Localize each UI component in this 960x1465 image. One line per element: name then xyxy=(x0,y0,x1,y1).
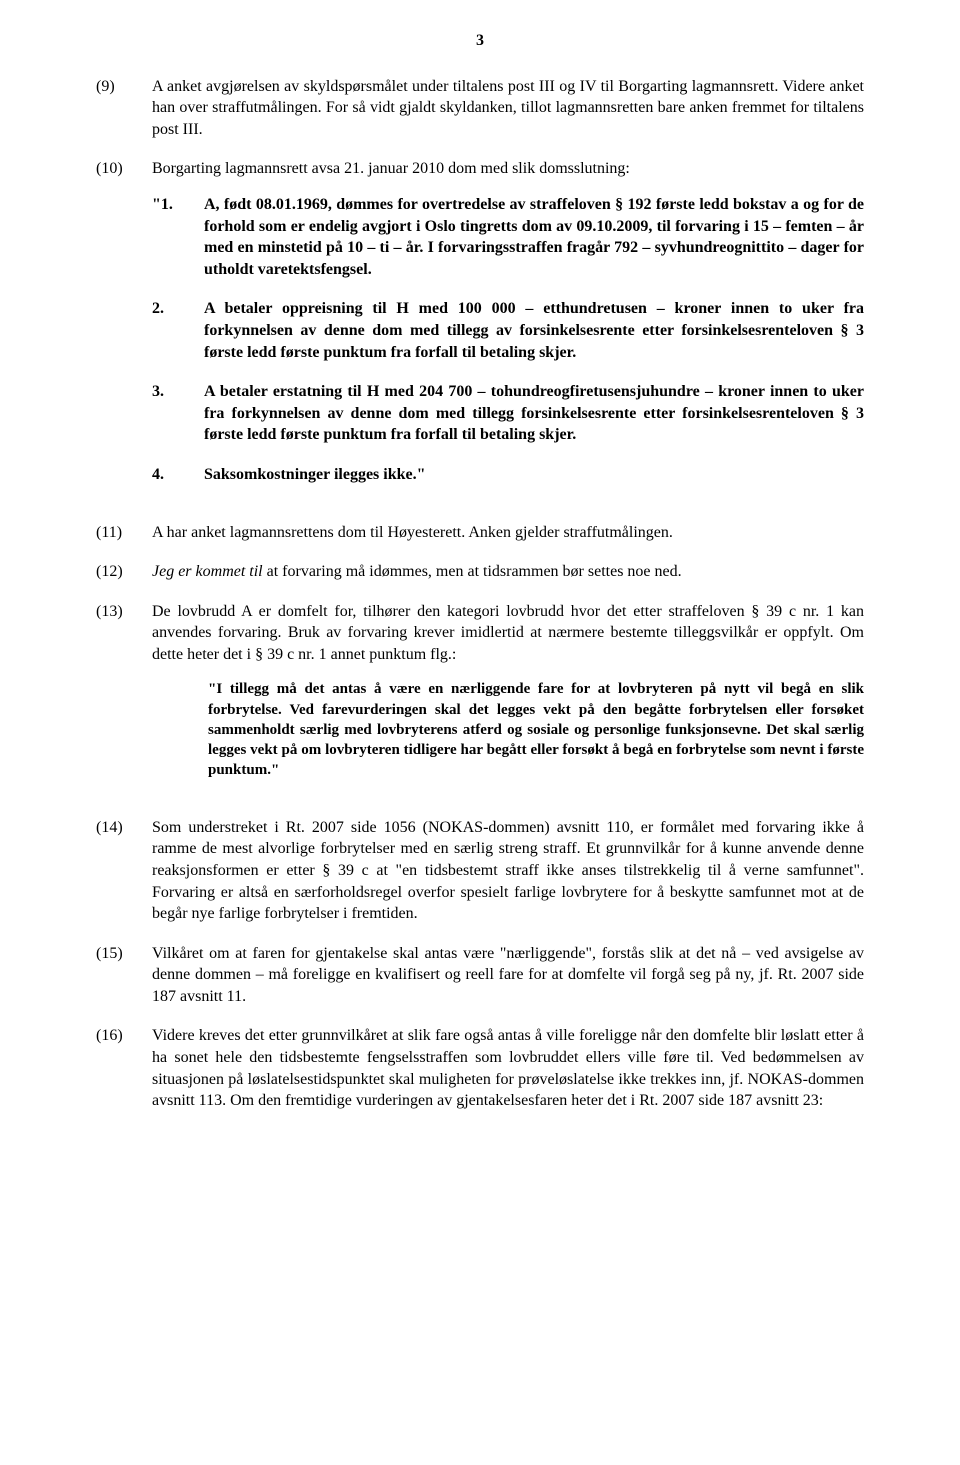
paragraph-text: Jeg er kommet til at forvaring må idømme… xyxy=(152,561,864,583)
item-text: A betaler erstatning til H med 204 700 –… xyxy=(204,381,864,446)
page-number: 3 xyxy=(96,30,864,52)
quote-block: "I tillegg må det antas å være en nærlig… xyxy=(208,679,864,780)
paragraph-text-inner: Borgarting lagmannsrett avsa 21. januar … xyxy=(152,160,630,177)
paragraph-text: Borgarting lagmannsrett avsa 21. januar … xyxy=(152,158,864,503)
paragraph-text: A har anket lagmannsrettens dom til Høye… xyxy=(152,522,864,544)
item-text: A, født 08.01.1969, dømmes for overtrede… xyxy=(204,194,864,280)
paragraph-16: (16) Videre kreves det etter grunnvilkår… xyxy=(96,1025,864,1111)
paragraph-13: (13) De lovbrudd A er domfelt for, tilhø… xyxy=(96,601,864,799)
judgment-item-4: 4. Saksomkostninger ilegges ikke." xyxy=(152,464,864,486)
paragraph-ref: (9) xyxy=(96,76,152,141)
paragraph-text: Videre kreves det etter grunnvilkåret at… xyxy=(152,1025,864,1111)
paragraph-ref: (12) xyxy=(96,561,152,583)
paragraph-11: (11) A har anket lagmannsrettens dom til… xyxy=(96,522,864,544)
paragraph-text: De lovbrudd A er domfelt for, tilhører d… xyxy=(152,601,864,799)
judgment-item-1: "1. A, født 08.01.1969, dømmes for overt… xyxy=(152,194,864,280)
item-text: Saksomkostninger ilegges ikke." xyxy=(204,464,864,486)
paragraph-ref: (16) xyxy=(96,1025,152,1111)
paragraph-15: (15) Vilkåret om at faren for gjentakels… xyxy=(96,943,864,1008)
paragraph-14: (14) Som understreket i Rt. 2007 side 10… xyxy=(96,817,864,925)
paragraph-ref: (11) xyxy=(96,522,152,544)
text-rest: at forvaring må idømmes, men at tidsramm… xyxy=(263,563,682,580)
item-ref: 4. xyxy=(152,464,204,486)
paragraph-text: Som understreket i Rt. 2007 side 1056 (N… xyxy=(152,817,864,925)
item-ref: "1. xyxy=(152,194,204,280)
italic-lead: Jeg er kommet til xyxy=(152,563,263,580)
paragraph-ref: (15) xyxy=(96,943,152,1008)
paragraph-text: A anket avgjørelsen av skyldspørsmålet u… xyxy=(152,76,864,141)
item-ref: 3. xyxy=(152,381,204,446)
paragraph-ref: (14) xyxy=(96,817,152,925)
paragraph-text-inner: De lovbrudd A er domfelt for, tilhører d… xyxy=(152,603,864,663)
judgment-item-2: 2. A betaler oppreisning til H med 100 0… xyxy=(152,298,864,363)
paragraph-text: Vilkåret om at faren for gjentakelse ska… xyxy=(152,943,864,1008)
paragraph-10: (10) Borgarting lagmannsrett avsa 21. ja… xyxy=(96,158,864,503)
paragraph-12: (12) Jeg er kommet til at forvaring må i… xyxy=(96,561,864,583)
item-text: A betaler oppreisning til H med 100 000 … xyxy=(204,298,864,363)
paragraph-ref: (13) xyxy=(96,601,152,799)
judgment-item-3: 3. A betaler erstatning til H med 204 70… xyxy=(152,381,864,446)
paragraph-9: (9) A anket avgjørelsen av skyldspørsmål… xyxy=(96,76,864,141)
paragraph-ref: (10) xyxy=(96,158,152,503)
judgment-list: "1. A, født 08.01.1969, dømmes for overt… xyxy=(152,194,864,486)
item-ref: 2. xyxy=(152,298,204,363)
